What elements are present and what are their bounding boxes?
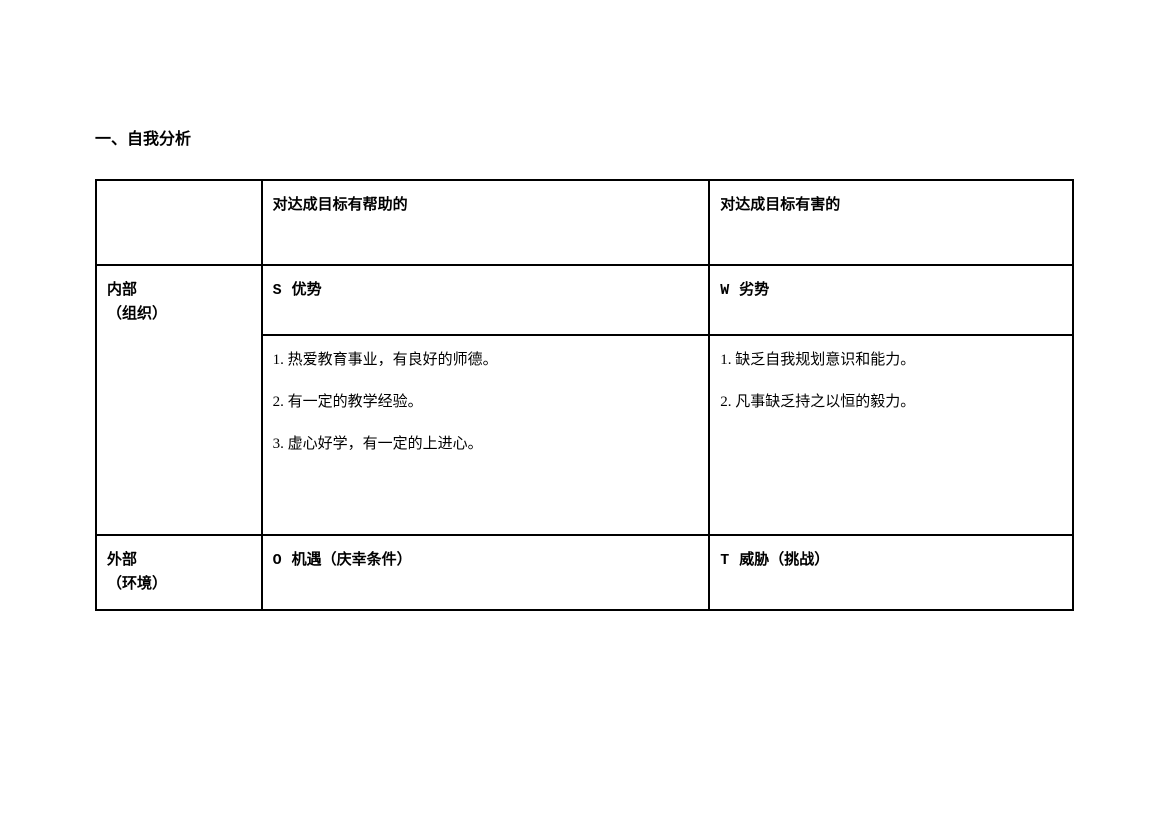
w-letter: W <box>720 282 729 299</box>
external-label-line2: （环境） <box>107 572 251 596</box>
internal-header-row: 内部 （组织） S 优势 W 劣势 <box>96 265 1073 335</box>
internal-label-line1: 内部 <box>107 278 251 302</box>
external-label-line1: 外部 <box>107 548 251 572</box>
t-label: 威胁（挑战） <box>739 552 829 568</box>
internal-label-line2: （组织） <box>107 302 251 326</box>
strength-item: 3. 虚心好学，有一定的上进心。 <box>273 432 699 456</box>
header-cell-empty <box>96 180 262 265</box>
opportunities-header: O 机遇（庆幸条件） <box>262 535 710 610</box>
strengths-cell: 1. 热爱教育事业，有良好的师德。 2. 有一定的教学经验。 3. 虚心好学，有… <box>262 335 710 535</box>
o-label: 机遇（庆幸条件） <box>292 552 412 568</box>
threats-header: T 威胁（挑战） <box>709 535 1073 610</box>
weakness-item: 2. 凡事缺乏持之以恒的毅力。 <box>720 390 1062 414</box>
swot-table: 对达成目标有帮助的 对达成目标有害的 内部 （组织） S 优势 W 劣势 1. 热爱… <box>95 179 1074 611</box>
t-letter: T <box>720 552 729 569</box>
strength-item: 2. 有一定的教学经验。 <box>273 390 699 414</box>
weaknesses-cell: 1. 缺乏自我规划意识和能力。 2. 凡事缺乏持之以恒的毅力。 <box>709 335 1073 535</box>
external-label-cell: 外部 （环境） <box>96 535 262 610</box>
section-heading: 一、自我分析 <box>95 125 1074 149</box>
header-cell-helpful: 对达成目标有帮助的 <box>262 180 710 265</box>
w-label: 劣势 <box>739 282 769 298</box>
document-page: 一、自我分析 对达成目标有帮助的 对达成目标有害的 内部 （组织） S 优势 W劣… <box>0 0 1169 611</box>
weaknesses-header: W 劣势 <box>709 265 1073 335</box>
external-header-row: 外部 （环境） O 机遇（庆幸条件） T 威胁（挑战） <box>96 535 1073 610</box>
internal-label-cell: 内部 （组织） <box>96 265 262 535</box>
strength-item: 1. 热爱教育事业，有良好的师德。 <box>273 348 699 372</box>
table-header-row: 对达成目标有帮助的 对达成目标有害的 <box>96 180 1073 265</box>
strengths-header: S 优势 <box>262 265 710 335</box>
weakness-item: 1. 缺乏自我规划意识和能力。 <box>720 348 1062 372</box>
s-letter: S <box>273 282 282 299</box>
o-letter: O <box>273 552 282 569</box>
s-label: 优势 <box>292 282 322 298</box>
header-cell-harmful: 对达成目标有害的 <box>709 180 1073 265</box>
